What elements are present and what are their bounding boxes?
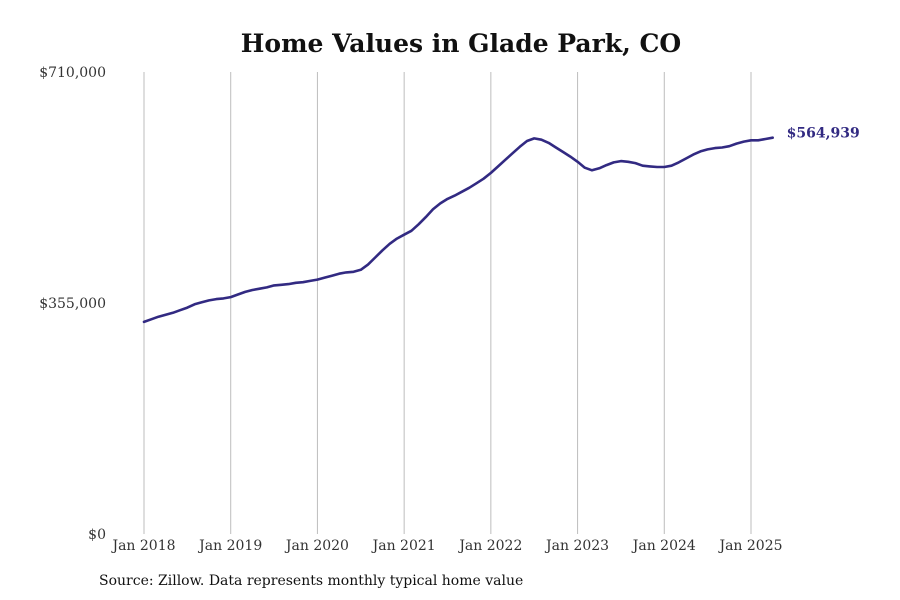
x-axis-tick-labels: Jan 2018 Jan 2019 Jan 2020 Jan 2021 Jan 2022… [110,538,782,554]
y-tick-label: $0 [88,527,106,543]
end-value-label: $564,939 [787,126,860,142]
y-tick-label: $710,000 [39,65,106,81]
x-tick-label: Jan 2025 [717,538,782,554]
x-tick-label: Jan 2019 [197,538,262,554]
x-tick-label: Jan 2018 [110,538,175,554]
source-note: Source: Zillow. Data represents monthly … [99,573,524,589]
chart-title: Home Values in Glade Park, CO [241,29,681,58]
y-axis-tick-labels: $0 $355,000 $710,000 [39,65,106,543]
y-tick-label: $355,000 [39,296,106,312]
grid-lines [143,72,752,534]
x-tick-label: Jan 2024 [631,538,696,554]
x-tick-label: Jan 2020 [284,538,349,554]
x-tick-label: Jan 2021 [371,538,436,554]
series-layer [142,136,775,324]
x-tick-label: Jan 2022 [457,538,522,554]
x-tick-label: Jan 2023 [544,538,609,554]
series-line [142,136,775,324]
